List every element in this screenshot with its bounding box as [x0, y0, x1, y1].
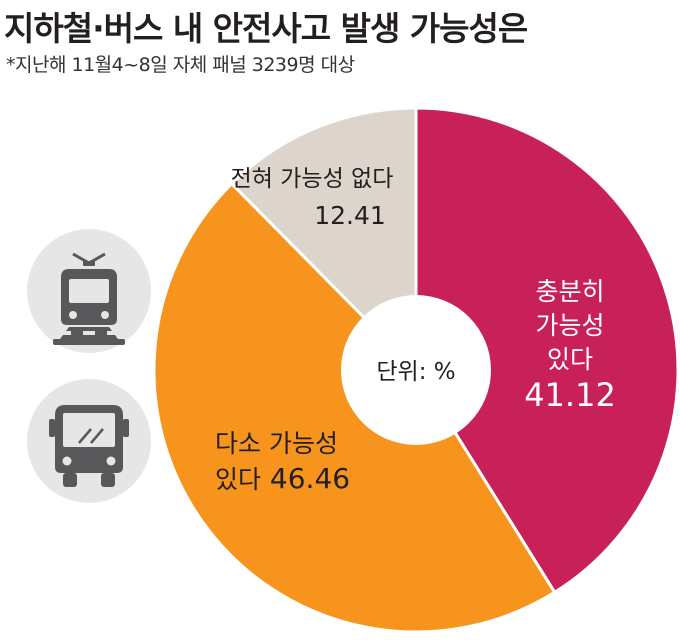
chart-title: 지하철·버스 내 안전사고 발생 가능성은 [4, 9, 528, 48]
center-unit-label: 단위: % [376, 359, 455, 385]
slice-1-value: 46.46 [261, 462, 350, 495]
slice-1-label-line-1: 있다 46.46 [215, 462, 350, 495]
bus-icon [25, 377, 153, 509]
slice-2-label-line-0: 전혀 가능성 없다 [231, 166, 394, 192]
train-icon [25, 227, 153, 359]
chart-subtitle: *지난해 11월4~8일 자체 패널 3239명 대상 [6, 54, 355, 76]
slice-2-value: 12.41 [314, 201, 386, 230]
pie-slice-0 [414, 106, 680, 595]
pie-slice-2 [229, 106, 418, 374]
slice-0-label-line-0: 충분히 [535, 277, 604, 306]
slice-1-label-line-0: 다소 가능성 [215, 429, 338, 458]
donut-center [341, 295, 491, 445]
slice-0-label-line-2: 있다 [547, 345, 593, 374]
slice-0-value: 41.12 [524, 376, 616, 414]
slice-0-label-line-1: 가능성 [535, 311, 604, 340]
